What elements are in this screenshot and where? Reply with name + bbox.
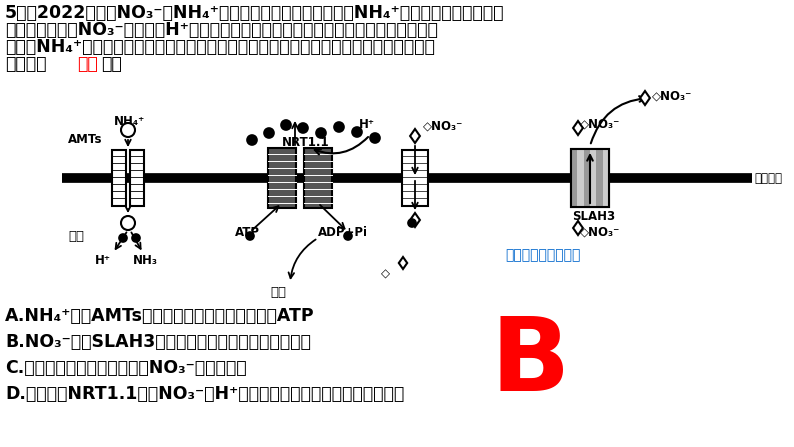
Circle shape xyxy=(344,232,352,240)
Bar xyxy=(402,150,428,206)
Bar xyxy=(571,149,609,207)
Circle shape xyxy=(264,128,274,138)
Circle shape xyxy=(121,216,135,230)
Text: 储存: 储存 xyxy=(270,286,286,299)
Text: 的是: 的是 xyxy=(101,55,121,73)
Bar xyxy=(596,149,603,207)
Circle shape xyxy=(119,234,127,242)
Text: SLAH3: SLAH3 xyxy=(572,210,615,223)
Text: ◇: ◇ xyxy=(380,268,390,281)
Circle shape xyxy=(246,232,254,240)
Polygon shape xyxy=(410,213,420,227)
Text: 根细胞膜: 根细胞膜 xyxy=(754,172,782,185)
Text: 5．（2022山东）NO₃⁻和NH₄⁺是植物利用的主要无机氮源，NH₄⁺的吸收由根细胞膜两侧: 5．（2022山东）NO₃⁻和NH₄⁺是植物利用的主要无机氮源，NH₄⁺的吸收由… xyxy=(5,4,504,22)
Circle shape xyxy=(316,128,326,138)
Text: NH₃: NH₃ xyxy=(133,254,158,267)
Polygon shape xyxy=(399,257,407,269)
Text: 下列说法: 下列说法 xyxy=(5,55,47,73)
Text: A.NH₄⁺通过AMTs进入细胞消耗的能量直接来自ATP: A.NH₄⁺通过AMTs进入细胞消耗的能量直接来自ATP xyxy=(5,307,314,325)
Bar xyxy=(130,150,144,206)
Text: ◇NO₃⁻: ◇NO₃⁻ xyxy=(652,90,692,103)
Text: ◇NO₃⁻: ◇NO₃⁻ xyxy=(580,226,620,239)
Text: H⁺: H⁺ xyxy=(359,118,375,131)
Text: ◇NO₃⁻: ◇NO₃⁻ xyxy=(580,118,620,131)
Bar xyxy=(571,149,609,207)
Bar xyxy=(304,148,332,208)
Text: 细胞内NH₄⁺的浓度增加和细胞外酸化等因素引起植物生长受到严重抑制的现象称为铵毒，: 细胞内NH₄⁺的浓度增加和细胞外酸化等因素引起植物生长受到严重抑制的现象称为铵毒… xyxy=(5,38,435,56)
Bar xyxy=(268,148,296,208)
Text: H⁺: H⁺ xyxy=(95,254,111,267)
Text: 的电位差驱动，NO₃⁻的吸收由H⁺浓度梯度驱动，相关转运机制如图。铵肥施用过多时，: 的电位差驱动，NO₃⁻的吸收由H⁺浓度梯度驱动，相关转运机制如图。铵肥施用过多时… xyxy=(5,21,437,39)
Polygon shape xyxy=(573,121,583,135)
Bar xyxy=(603,149,609,207)
Text: ATP: ATP xyxy=(235,226,260,239)
Bar xyxy=(112,150,126,206)
Circle shape xyxy=(334,122,344,132)
Text: B: B xyxy=(490,312,569,413)
Bar xyxy=(584,149,590,207)
Circle shape xyxy=(121,123,135,137)
Text: ADP+Pi: ADP+Pi xyxy=(318,226,368,239)
Bar xyxy=(571,149,577,207)
Circle shape xyxy=(298,123,308,133)
Bar xyxy=(577,149,584,207)
Polygon shape xyxy=(410,129,420,143)
Text: D.载体蛋白NRT1.1转运NO₃⁻和H⁺的速度与二者在膜外的浓度呈正相关: D.载体蛋白NRT1.1转运NO₃⁻和H⁺的速度与二者在膜外的浓度呈正相关 xyxy=(5,385,404,403)
Circle shape xyxy=(132,234,140,242)
Circle shape xyxy=(352,127,362,137)
Text: AMTs: AMTs xyxy=(68,133,102,146)
Text: ◇NO₃⁻: ◇NO₃⁻ xyxy=(423,120,464,133)
Polygon shape xyxy=(573,221,583,235)
Text: 正确: 正确 xyxy=(77,55,98,73)
Text: B.NO₃⁻通过SLAH3转运到细胞外的方式属于被动运输: B.NO₃⁻通过SLAH3转运到细胞外的方式属于被动运输 xyxy=(5,333,311,351)
Text: 物质跨膜运输的方式: 物质跨膜运输的方式 xyxy=(505,248,580,262)
Bar xyxy=(590,149,596,207)
Text: NRT1.1: NRT1.1 xyxy=(282,136,330,149)
Text: 分解: 分解 xyxy=(68,230,84,243)
Circle shape xyxy=(408,219,416,227)
Polygon shape xyxy=(640,91,650,105)
Circle shape xyxy=(281,120,291,130)
Circle shape xyxy=(370,133,380,143)
Text: C.铵毒发生后，增加细胞外的NO₃⁻会加重铵毒: C.铵毒发生后，增加细胞外的NO₃⁻会加重铵毒 xyxy=(5,359,247,377)
Circle shape xyxy=(247,135,257,145)
Text: NH₄⁺: NH₄⁺ xyxy=(114,115,145,128)
